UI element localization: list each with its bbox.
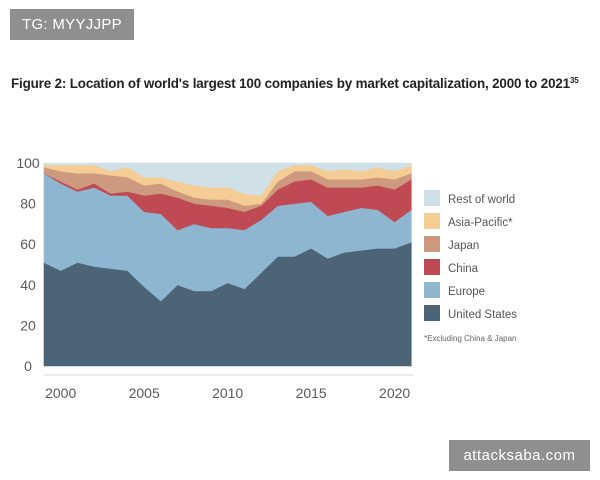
legend-swatch-europe bbox=[424, 282, 440, 298]
y-tick-label: 60 bbox=[20, 236, 36, 252]
watermark: attacksaba.com bbox=[449, 440, 590, 471]
x-tick-label: 2010 bbox=[212, 385, 243, 401]
legend-swatch-united-states bbox=[424, 305, 440, 321]
x-tick-label: 2000 bbox=[45, 385, 76, 401]
y-tick-label: 100 bbox=[16, 155, 40, 171]
y-tick-label: 20 bbox=[20, 317, 36, 333]
y-tick-label: 0 bbox=[24, 358, 32, 374]
y-tick-label: 40 bbox=[20, 277, 36, 293]
legend-footnote: *Excluding China & Japan bbox=[424, 334, 517, 343]
legend-label-rest-of-world: Rest of world bbox=[448, 194, 515, 206]
legend-swatch-asia-pacific bbox=[424, 213, 440, 229]
x-axis-ticks: 2000 2005 2010 2015 2020 bbox=[45, 385, 410, 401]
legend-swatch-china bbox=[424, 259, 440, 275]
x-tick-label: 2015 bbox=[296, 385, 327, 401]
figure-title-text: Figure 2: Location of world's largest 10… bbox=[11, 76, 570, 91]
y-tick-label: 80 bbox=[20, 196, 36, 212]
legend: Rest of world Asia-Pacific* Japan China Euro… bbox=[424, 190, 517, 343]
y-axis-ticks: 0 20 40 60 80 100 bbox=[16, 155, 40, 374]
legend-label-japan: Japan bbox=[448, 240, 479, 252]
figure-title: Figure 2: Location of world's largest 10… bbox=[11, 76, 596, 91]
legend-label-europe: Europe bbox=[448, 286, 485, 298]
legend-label-china: China bbox=[448, 263, 479, 275]
x-tick-label: 2005 bbox=[129, 385, 160, 401]
legend-swatch-japan bbox=[424, 236, 440, 252]
area-rest-of-world bbox=[43, 162, 412, 196]
legend-swatch-rest-of-world bbox=[424, 190, 440, 206]
legend-label-asia-pacific: Asia-Pacific* bbox=[448, 217, 513, 229]
x-tick-label: 2020 bbox=[379, 385, 410, 401]
legend-label-united-states: United States bbox=[448, 309, 517, 321]
area-series-group bbox=[43, 162, 412, 367]
footnote-reference: 35 bbox=[569, 76, 579, 85]
tag-badge: TG: MYYJJPP bbox=[10, 9, 134, 40]
